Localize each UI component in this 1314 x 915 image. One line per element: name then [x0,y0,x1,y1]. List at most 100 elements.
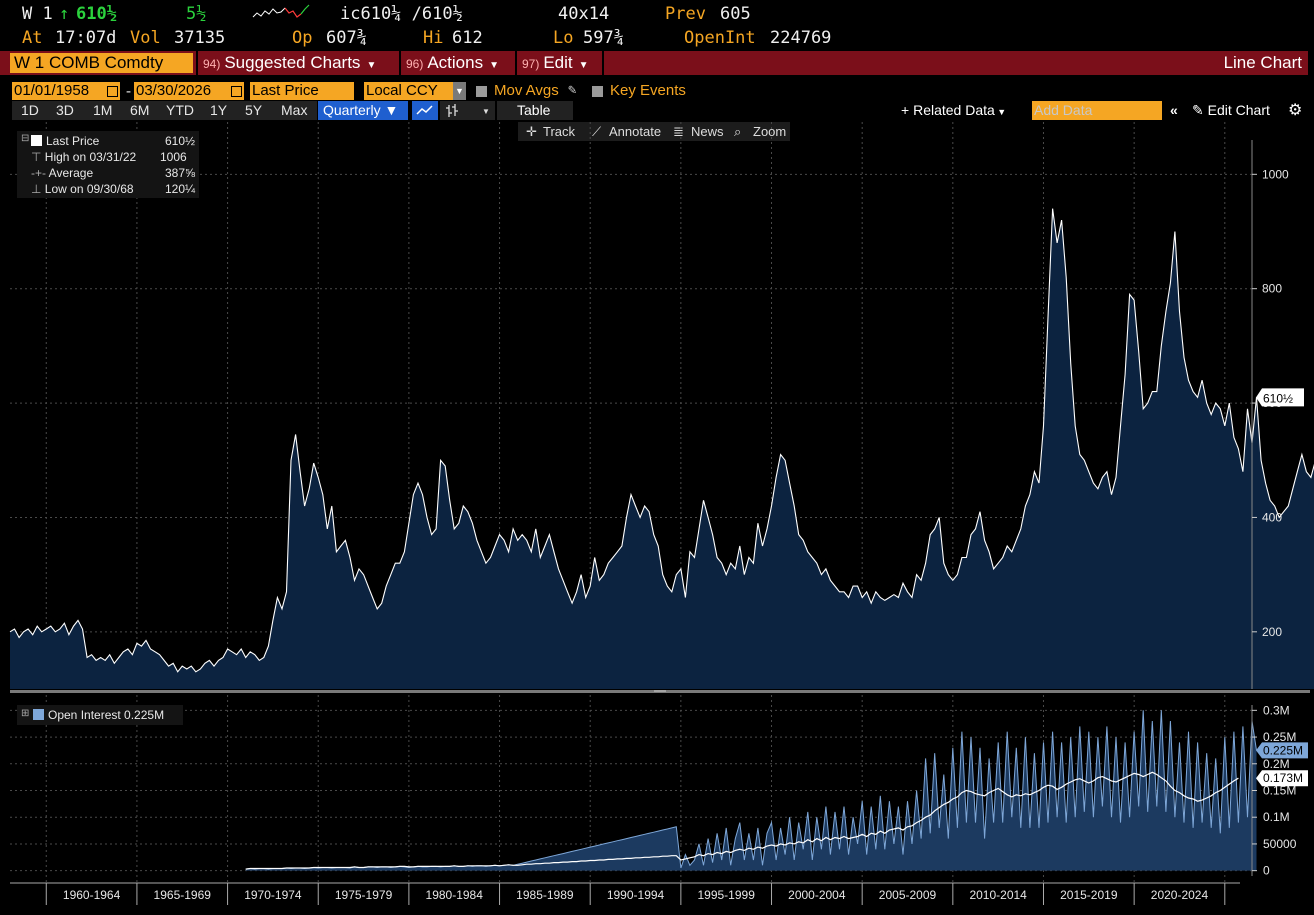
key-events-checkbox[interactable] [592,86,603,97]
date-separator: - [124,82,134,100]
gear-icon[interactable]: ⚙ [1288,102,1303,119]
oi-tick-label: 0 [1263,864,1270,878]
edit-chart-button[interactable]: ✎ Edit Chart [1192,101,1270,120]
start-date-value: 01/01/1958 [14,82,90,99]
x-axis-label: 2000-2004 [788,888,846,902]
openint-label: OpenInt [684,28,756,48]
x-axis-label: 1975-1979 [335,888,393,902]
high-label: Hi [423,28,444,48]
add-data-input[interactable]: Add Data [1032,101,1162,120]
oi-last-tag [1256,742,1308,759]
price-tick-label: 800 [1262,282,1282,296]
suggested-label: Suggested Charts [224,53,361,72]
zoom-button[interactable]: Zoom [753,124,787,139]
collapse-toggle-icon[interactable]: ⊟ [21,133,30,144]
oi-tick-label: 50000 [1263,837,1297,851]
price-axis: 2004006008001000610½ [1251,140,1304,689]
x-axis-label: 2015-2019 [1060,888,1118,902]
x-axis-label: 1985-1989 [516,888,574,902]
end-date-value: 03/30/2026 [136,82,212,99]
low-label: Lo [553,28,574,48]
legend-high-value: 1006 [160,150,187,164]
period-value: Quarterly [323,102,381,118]
oi-last-tag-label: 0.225M [1263,743,1303,757]
price-area [10,208,1314,689]
open-label: Op [292,28,313,48]
oi-legend: ⊞ Open Interest 0.225M [17,705,183,725]
security-field[interactable]: W 1 COMB Comdty [10,53,193,73]
average-marker-icon: -+- [31,166,49,180]
edit-menu[interactable]: 97) Edit ▼ [522,52,589,74]
x-axis-label: 1995-1999 [697,888,755,902]
svg-text:▼: ▼ [482,107,490,116]
range-bar [12,101,317,120]
suggested-charts-menu[interactable]: 94) Suggested Charts ▼ [203,52,376,74]
x-axis-label: 2010-2014 [969,888,1027,902]
range-5y[interactable]: 5Y [245,102,263,118]
range-1y[interactable]: 1Y [210,102,228,118]
legend-low-value: 120¼ [165,182,196,196]
bid-ask-size: 40x14 [558,4,610,24]
oi-tick-label: 0.3M [1263,703,1290,717]
start-date-input[interactable]: 01/01/1958 [12,82,120,100]
table-button[interactable]: Table [517,102,551,118]
openint-value: 224769 [770,28,832,48]
news-button[interactable]: News [691,124,724,139]
price-tick-label: 400 [1262,510,1282,524]
calendar-icon[interactable] [231,86,242,97]
line-chart-icon[interactable] [412,101,438,120]
low-marker-icon: ⊥ [31,182,45,196]
actions-label: Actions [427,53,484,72]
mov-avgs-checkbox[interactable] [476,86,487,97]
range-6m[interactable]: 6M [130,102,150,118]
end-date-input[interactable]: 03/30/2026 [134,82,244,100]
range-3d[interactable]: 3D [56,102,74,118]
oi-legend-entry: Open Interest 0.225M [33,708,164,722]
magnifier-icon: ⌕ [734,124,742,139]
key-events-label: Key Events [610,82,686,99]
menu-divider [399,51,401,75]
dropdown-arrow-icon[interactable]: ▼ [453,82,466,100]
net-change: 5½ [186,4,207,24]
chart-tools-bar: ✛ Track ⟋ Annotate ≣ News ⌕ Zoom [518,122,790,141]
collapse-toggle-icon[interactable]: ⊞ [21,708,30,719]
oi-tick-label: 0.15M [1263,784,1296,798]
currency-select[interactable]: Local CCY ▼ [364,82,466,100]
legend-average-label: Average [48,166,94,180]
field-select[interactable]: Last Price [250,82,354,100]
track-button[interactable]: Track [543,124,576,139]
suggested-number: 94) [203,57,221,71]
range-max[interactable]: Max [281,102,308,118]
x-axis-label: 1990-1994 [607,888,665,902]
related-data-menu[interactable]: + Related Data ▼ [901,101,1006,120]
menu-divider [515,51,517,75]
x-axis-label: 2020-2024 [1151,888,1209,902]
calendar-icon[interactable] [107,86,118,97]
pencil-icon[interactable]: ✎ [568,82,577,98]
last-price-tag [1256,388,1304,407]
x-axis-label: 1970-1974 [244,888,302,902]
caret-down-icon: ▼ [489,60,499,71]
range-ytd[interactable]: YTD [166,102,194,118]
range-1m[interactable]: 1M [93,102,113,118]
vol-value: 37135 [174,28,226,48]
caret-down-icon: ▼ [994,107,1007,117]
x-axis-label: 1980-1984 [426,888,484,902]
pencil-icon: ✎ [1192,102,1208,118]
menu-divider [196,51,198,75]
panel-divider[interactable] [10,690,1310,693]
range-1d[interactable]: 1D [21,102,39,118]
annotate-button[interactable]: Annotate [609,124,662,139]
edit-chart-label: Edit Chart [1207,102,1270,118]
open-value: 607¾ [326,28,367,48]
x-axis-label: 1965-1969 [154,888,212,902]
annotate-icon: ⟋ [592,124,602,139]
bid-ask: ic610¼ /610½ [340,4,463,24]
collapse-icon[interactable]: « [1170,102,1178,118]
chart-style-select[interactable]: ▼ [440,101,495,120]
actions-menu[interactable]: 96) Actions ▼ [406,52,499,74]
x-axis: 1960-1964 1965-1969 1970-1974 1975-1979 1980… [10,882,1240,905]
legend-last-price: Last Price [31,134,99,148]
period-select[interactable]: Quarterly ▼ [318,101,408,120]
